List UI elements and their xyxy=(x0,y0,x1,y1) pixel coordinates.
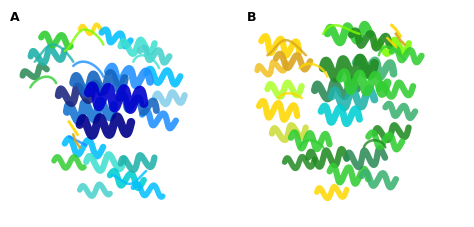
Text: B: B xyxy=(246,11,256,24)
Text: A: A xyxy=(9,11,19,24)
